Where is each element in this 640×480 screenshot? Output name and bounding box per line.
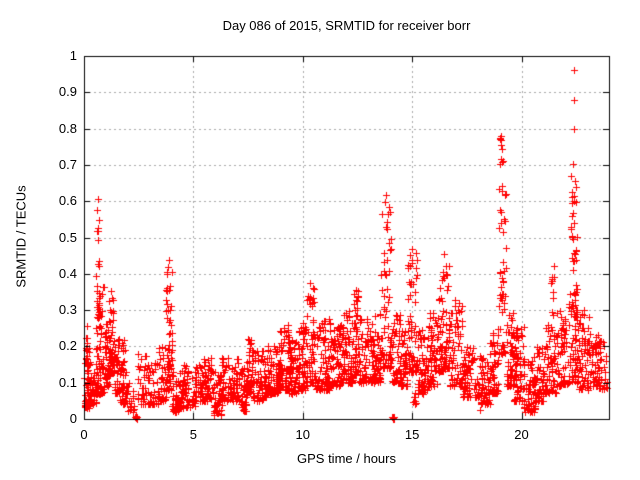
y-tick-label: 0.6 bbox=[58, 193, 77, 209]
y-axis-label: SRMTID / TECUs bbox=[13, 185, 29, 288]
x-tick-label: 5 bbox=[189, 427, 197, 442]
y-tick-label: 0.1 bbox=[58, 374, 77, 390]
x-tick-label: 15 bbox=[404, 427, 420, 442]
x-tick-label: 0 bbox=[80, 427, 88, 442]
y-tick-label: 0.3 bbox=[58, 302, 77, 318]
y-tick-label: 0.5 bbox=[58, 229, 77, 245]
y-tick-label: 0 bbox=[69, 411, 77, 426]
y-tick-label: 0.2 bbox=[58, 338, 77, 354]
x-tick-label: 20 bbox=[514, 427, 529, 442]
y-tick-label: 0.4 bbox=[58, 265, 77, 281]
y-tick-label: 1 bbox=[69, 48, 77, 63]
y-tick-label: 0.9 bbox=[58, 84, 77, 100]
x-axis-label: GPS time / hours bbox=[297, 451, 396, 466]
chart-title: Day 086 of 2015, SRMTID for receiver bor… bbox=[222, 18, 471, 33]
x-tick-label: 10 bbox=[295, 427, 310, 442]
y-tick-label: 0.8 bbox=[58, 120, 77, 136]
y-tick-label: 0.7 bbox=[58, 156, 77, 172]
